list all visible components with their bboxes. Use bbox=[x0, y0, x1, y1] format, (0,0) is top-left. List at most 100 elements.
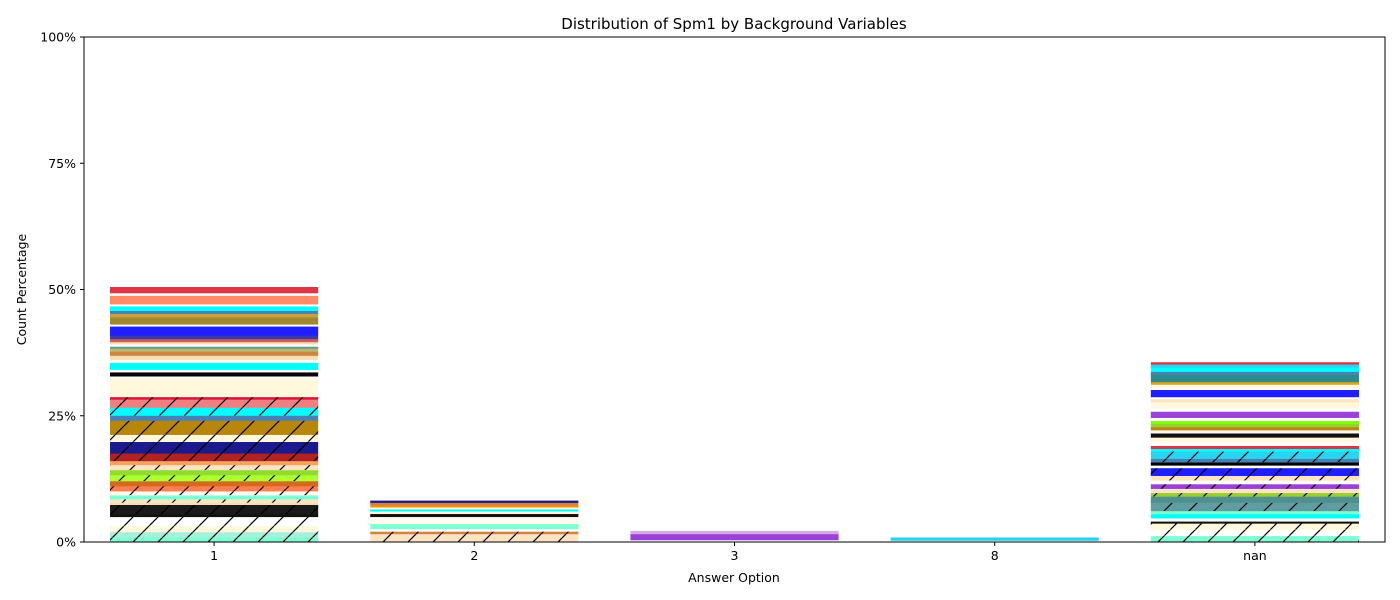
bar-segment-hatch bbox=[370, 531, 579, 534]
bar-segment bbox=[1150, 389, 1359, 398]
bar-segment bbox=[1150, 374, 1359, 383]
bar-segment bbox=[1150, 465, 1359, 469]
bar-segment bbox=[1150, 437, 1359, 441]
bar-segment bbox=[1150, 371, 1359, 375]
bar-segment bbox=[1150, 367, 1359, 372]
bar-segment bbox=[110, 343, 319, 347]
bar-segment-hatch bbox=[1150, 492, 1359, 497]
bar-segment bbox=[1150, 408, 1359, 412]
bar-segment bbox=[370, 500, 579, 503]
bar-segment-hatch bbox=[1150, 458, 1359, 463]
bar-segment bbox=[370, 511, 579, 515]
bar-segment bbox=[110, 481, 319, 487]
bar-segment-hatch bbox=[110, 434, 319, 442]
bar-segment bbox=[1150, 417, 1359, 422]
bar-segment bbox=[110, 286, 319, 294]
bar-segment-hatch bbox=[110, 396, 319, 400]
bar-segment bbox=[110, 335, 319, 340]
bar-segment bbox=[630, 539, 839, 543]
bar-segment bbox=[1150, 384, 1359, 388]
bar-segment bbox=[1150, 420, 1359, 425]
bar-segment bbox=[110, 351, 319, 356]
bar-segment bbox=[110, 348, 319, 352]
chart-title: Distribution of Spm1 by Background Varia… bbox=[561, 15, 907, 33]
bar-segment bbox=[370, 513, 579, 518]
x-tick-label: 3 bbox=[731, 548, 739, 563]
bar-segment bbox=[1150, 426, 1359, 431]
bar-segment-hatch bbox=[110, 441, 319, 454]
bar-segment-hatch bbox=[110, 525, 319, 532]
bar-segment bbox=[110, 460, 319, 466]
bar-segment bbox=[110, 495, 319, 500]
bar-segment bbox=[1150, 364, 1359, 368]
bar-segment bbox=[110, 326, 319, 336]
bar-segment bbox=[370, 509, 579, 512]
bar-segment bbox=[110, 415, 319, 421]
bar-segment-hatch bbox=[110, 399, 319, 408]
bar-segment bbox=[1150, 443, 1359, 446]
bar-segment bbox=[110, 293, 319, 296]
bar-segment bbox=[1150, 480, 1359, 485]
bar-segment bbox=[110, 306, 319, 311]
bar-segment bbox=[110, 310, 319, 314]
bar-segment-hatch bbox=[110, 453, 319, 461]
bar-segment bbox=[110, 355, 319, 360]
bar-segment bbox=[630, 530, 839, 535]
bar-segment bbox=[110, 346, 319, 349]
bar-segment bbox=[370, 523, 579, 530]
x-axis-label: Answer Option bbox=[688, 570, 780, 585]
bar-segment bbox=[1150, 430, 1359, 434]
bar-segment bbox=[1150, 381, 1359, 385]
bar-segment bbox=[110, 379, 319, 398]
bar-segment bbox=[1150, 433, 1359, 438]
y-tick-label: 50% bbox=[48, 282, 76, 297]
bar-segment-hatch bbox=[110, 491, 319, 496]
bar-segment bbox=[110, 514, 319, 518]
bar-segment bbox=[370, 502, 579, 506]
bar-segment bbox=[370, 516, 579, 525]
bar-segment-hatch bbox=[1150, 451, 1359, 459]
bar-segment bbox=[630, 533, 839, 541]
bar-segment bbox=[110, 502, 319, 506]
bar-segment bbox=[110, 469, 319, 476]
bar-segment bbox=[110, 324, 319, 327]
bar-segment-hatch bbox=[1150, 523, 1359, 530]
bar-segment-hatch bbox=[110, 499, 319, 503]
bar-segment bbox=[110, 341, 319, 345]
bar-segment bbox=[1150, 445, 1359, 450]
bar-segment bbox=[1150, 362, 1359, 365]
bar-segment bbox=[1150, 521, 1359, 524]
bar-segment bbox=[110, 362, 319, 370]
y-tick-label: 0% bbox=[56, 535, 76, 550]
x-axis: 1 2 3 8 nan bbox=[210, 542, 1267, 563]
bar-segment bbox=[1150, 396, 1359, 400]
bar-segment bbox=[1150, 423, 1359, 428]
x-tick-label: 2 bbox=[470, 548, 478, 563]
bar-segment bbox=[110, 295, 319, 305]
bar-segment-hatch bbox=[1150, 467, 1359, 476]
bar-segment-hatch bbox=[110, 536, 319, 542]
bar-segment bbox=[110, 359, 319, 363]
y-axis: 0% 25% 50% 75% 100% bbox=[40, 30, 84, 550]
bar-segment bbox=[110, 338, 319, 343]
bar-segment bbox=[1150, 496, 1359, 503]
bar-segment bbox=[1150, 399, 1359, 403]
bar-segment bbox=[370, 528, 579, 532]
bar-segment-hatch bbox=[1150, 475, 1359, 481]
bar-segment bbox=[110, 369, 319, 373]
bar-segment-hatch bbox=[370, 533, 579, 542]
bar-segment bbox=[890, 537, 1099, 541]
bar-segment-hatch bbox=[1150, 483, 1359, 489]
bar-segment-hatch bbox=[1150, 502, 1359, 511]
bar-segment-hatch bbox=[110, 531, 319, 537]
plot-frame bbox=[83, 36, 1386, 543]
y-tick-label: 100% bbox=[40, 30, 76, 45]
x-tick-label: 1 bbox=[210, 548, 218, 563]
bar-segment bbox=[1150, 518, 1359, 522]
bar-segment bbox=[370, 505, 579, 508]
y-axis-label: Count Percentage bbox=[14, 233, 29, 345]
bar-segment bbox=[1150, 440, 1359, 444]
bar-segment-hatch bbox=[110, 407, 319, 416]
bar-segment-hatch bbox=[110, 504, 319, 515]
